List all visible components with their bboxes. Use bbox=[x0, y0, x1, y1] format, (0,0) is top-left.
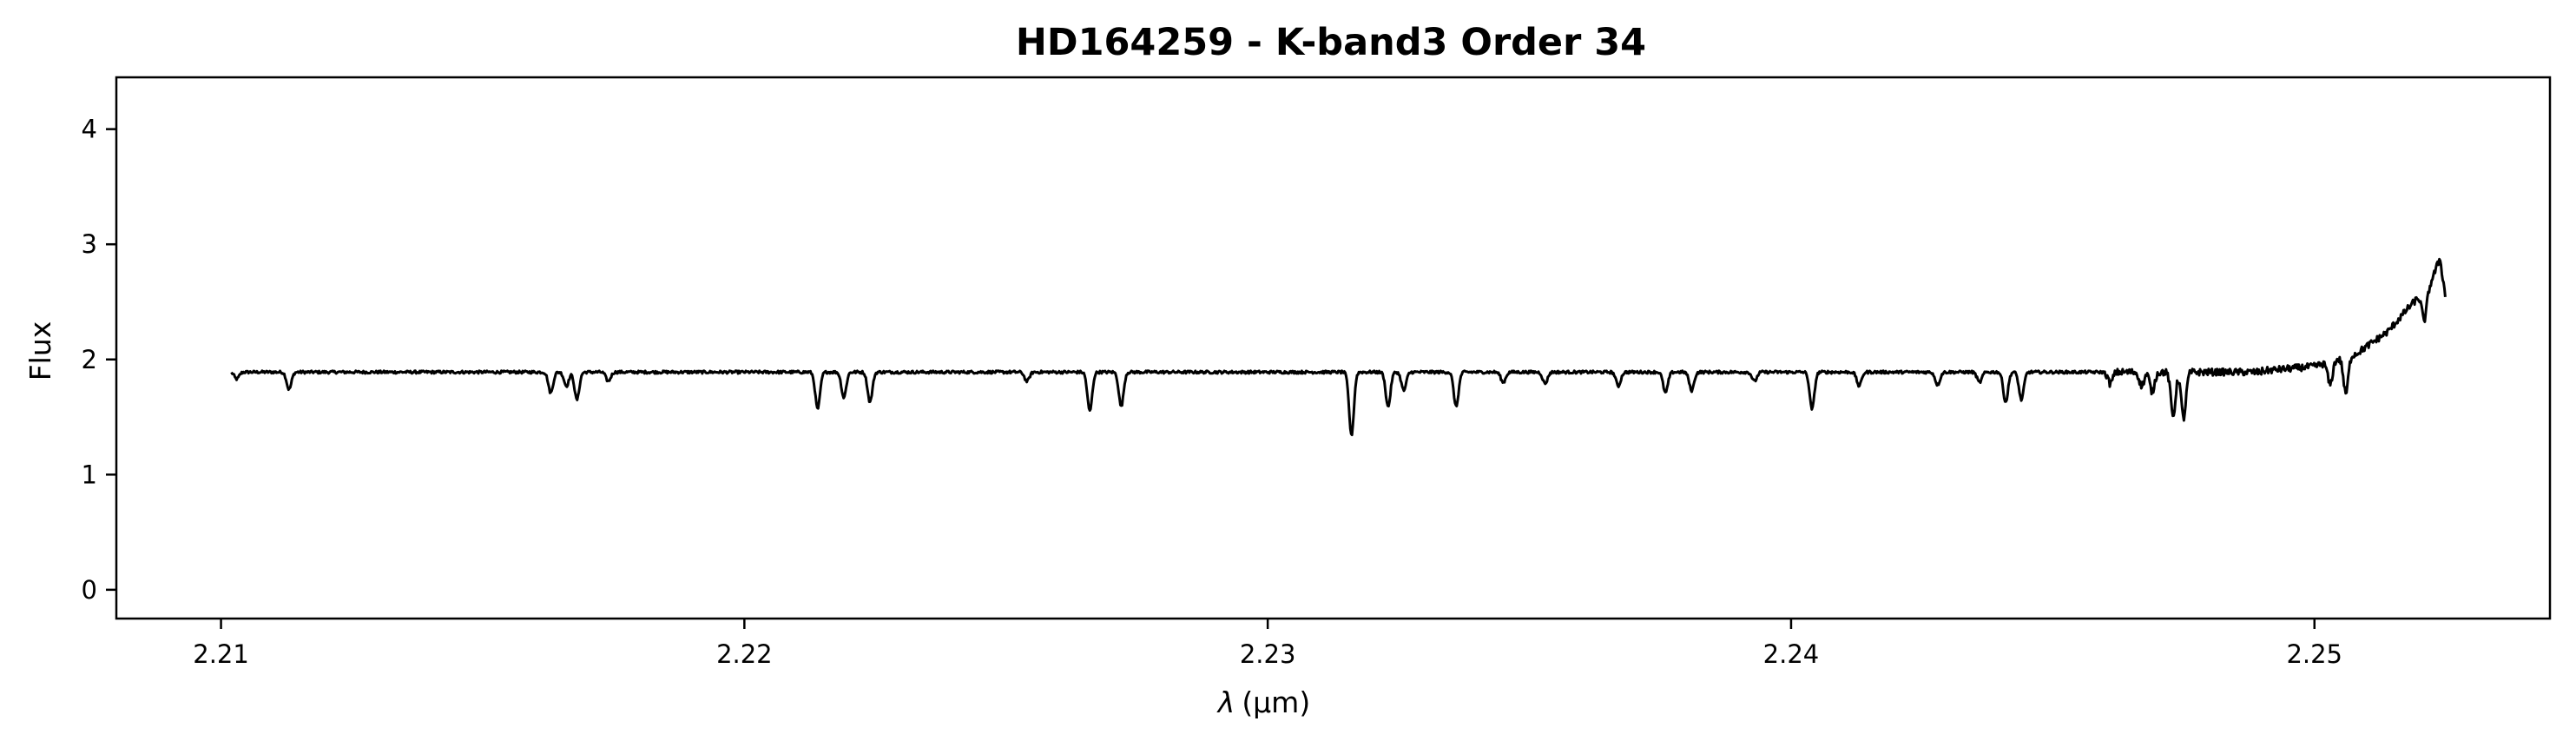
x-axis-label-unit: (μm) bbox=[1242, 685, 1310, 719]
x-tick-label: 2.21 bbox=[193, 639, 249, 669]
x-axis: 2.21 2.22 2.23 2.24 2.25 bbox=[193, 619, 2342, 669]
y-tick-label: 0 bbox=[82, 575, 97, 605]
y-axis-label: Flux bbox=[23, 321, 57, 381]
x-tick-label: 2.23 bbox=[1240, 639, 1296, 669]
x-tick-label: 2.22 bbox=[716, 639, 773, 669]
y-tick-label: 1 bbox=[82, 460, 97, 489]
y-tick-label: 4 bbox=[82, 115, 97, 144]
y-axis: 0 1 2 3 4 bbox=[82, 115, 116, 605]
plot-area bbox=[115, 76, 2552, 620]
x-tick-label: 2.25 bbox=[2286, 639, 2342, 669]
y-tick-label: 2 bbox=[82, 345, 97, 374]
chart-title: HD164259 - K-band3 Order 34 bbox=[1016, 21, 1646, 64]
x-tick-label: 2.24 bbox=[1763, 639, 1820, 669]
y-tick-label: 3 bbox=[82, 229, 97, 259]
x-axis-label: λ (μm) bbox=[1216, 685, 1310, 719]
x-axis-label-symbol: λ bbox=[1216, 685, 1235, 719]
spectrum-line bbox=[230, 257, 2447, 437]
plot-frame bbox=[115, 76, 2552, 620]
